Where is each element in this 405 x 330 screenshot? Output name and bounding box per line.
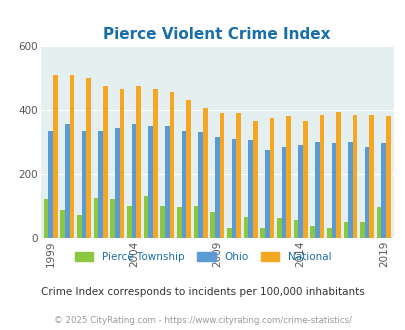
Bar <box>127 206 131 238</box>
Bar <box>202 108 207 238</box>
Text: © 2025 CityRating.com - https://www.cityrating.com/crime-statistics/: © 2025 CityRating.com - https://www.city… <box>54 315 351 325</box>
Bar <box>131 124 136 238</box>
Bar <box>252 121 257 238</box>
Bar <box>160 206 164 238</box>
Bar <box>153 89 157 238</box>
Bar <box>343 222 347 238</box>
Bar <box>119 89 124 238</box>
Bar <box>81 131 86 238</box>
Bar <box>302 121 307 238</box>
Bar <box>148 126 153 238</box>
Bar <box>276 218 281 238</box>
Bar <box>169 92 174 238</box>
Bar <box>115 127 119 238</box>
Bar <box>177 207 181 238</box>
Bar <box>102 86 107 238</box>
Bar <box>264 150 269 238</box>
Bar <box>293 220 297 238</box>
Bar <box>260 228 264 238</box>
Bar <box>309 226 314 238</box>
Bar <box>226 228 231 238</box>
Bar <box>198 132 202 238</box>
Bar <box>364 147 369 238</box>
Bar <box>369 115 373 238</box>
Bar <box>297 145 302 238</box>
Bar <box>376 207 381 238</box>
Bar <box>231 139 236 238</box>
Bar <box>181 131 186 238</box>
Bar <box>186 100 190 238</box>
Bar <box>53 75 58 238</box>
Bar <box>193 206 198 238</box>
Bar <box>77 215 81 238</box>
Bar <box>214 137 219 238</box>
Bar <box>347 142 352 238</box>
Bar <box>385 116 390 238</box>
Bar <box>110 199 115 238</box>
Bar <box>281 147 286 238</box>
Legend: Pierce Township, Ohio, National: Pierce Township, Ohio, National <box>70 248 335 266</box>
Bar <box>326 228 331 238</box>
Bar <box>319 115 323 238</box>
Bar <box>43 199 48 238</box>
Bar <box>359 222 364 238</box>
Bar <box>352 115 357 238</box>
Bar <box>314 142 319 238</box>
Bar <box>210 212 214 238</box>
Bar <box>381 144 385 238</box>
Bar <box>236 113 240 238</box>
Bar <box>143 196 148 238</box>
Bar <box>136 86 141 238</box>
Bar <box>98 131 102 238</box>
Bar <box>65 124 69 238</box>
Title: Pierce Violent Crime Index: Pierce Violent Crime Index <box>103 27 330 42</box>
Bar <box>48 131 53 238</box>
Bar <box>243 217 247 238</box>
Text: Crime Index corresponds to incidents per 100,000 inhabitants: Crime Index corresponds to incidents per… <box>41 287 364 297</box>
Bar <box>164 126 169 238</box>
Bar <box>60 211 65 238</box>
Bar <box>219 113 224 238</box>
Bar <box>86 78 91 238</box>
Bar <box>331 144 335 238</box>
Bar <box>269 118 273 238</box>
Bar <box>286 116 290 238</box>
Bar <box>93 198 98 238</box>
Bar <box>247 140 252 238</box>
Bar <box>69 75 74 238</box>
Bar <box>335 112 340 238</box>
